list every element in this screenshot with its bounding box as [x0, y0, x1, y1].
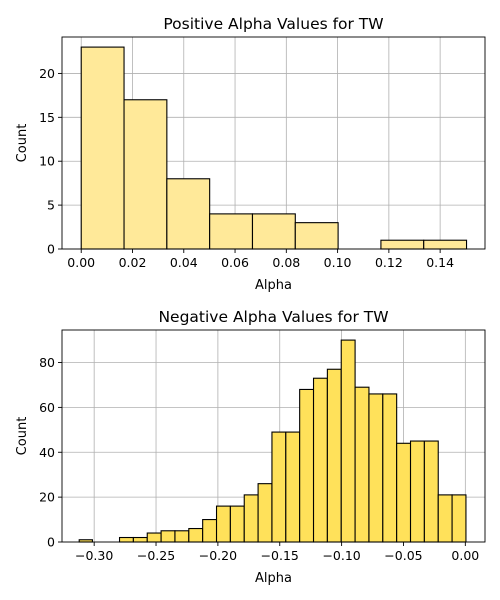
x-tick-label: 0.00: [451, 548, 479, 563]
histogram-bar: [312, 377, 328, 543]
y-tick-label: 5: [47, 198, 55, 213]
histogram-bar: [271, 431, 287, 543]
y-tick-label: 20: [39, 490, 55, 505]
histogram-bar: [166, 178, 211, 250]
y-tick-label: 0: [47, 535, 55, 550]
x-axis-label: Alpha: [255, 278, 292, 293]
histogram-bar: [437, 494, 453, 543]
histogram-bar: [229, 505, 245, 543]
x-tick-label: 0.12: [375, 255, 403, 270]
axes-frame: [61, 329, 486, 543]
y-tick-label: 40: [39, 445, 55, 460]
y-tick-label: 10: [39, 154, 55, 169]
histogram-bar: [80, 46, 125, 250]
histogram-bar: [209, 213, 254, 250]
y-tick-label: 20: [39, 66, 55, 81]
histogram-bar: [382, 393, 398, 543]
x-tick-label: −0.30: [75, 548, 113, 563]
axes-frame: [61, 36, 486, 250]
histogram-bar: [326, 368, 342, 543]
x-axis-ticks: −0.30 −0.25 −0.20 −0.15 −0.10 −0.05 0.00: [75, 542, 479, 563]
x-tick-label: −0.15: [261, 548, 299, 563]
histogram-bar: [396, 442, 412, 543]
histogram-bar: [423, 239, 468, 250]
y-tick-label: 15: [39, 110, 55, 125]
x-tick-label: −0.10: [322, 548, 360, 563]
y-tick-label: 0: [47, 242, 55, 257]
histogram-bar: [285, 431, 301, 543]
y-axis-ticks: 0 5 10 15 20: [39, 66, 62, 257]
histogram-bar: [251, 213, 296, 250]
y-axis-label: Count: [15, 124, 30, 163]
x-tick-label: 0.08: [272, 255, 300, 270]
y-tick-label: 60: [39, 400, 55, 415]
histogram-bar: [160, 530, 176, 543]
x-tick-label: 0.02: [119, 255, 147, 270]
histogram-bar: [380, 239, 425, 250]
histogram-bar: [354, 386, 370, 543]
negative-alpha-histogram: −0.30 −0.25 −0.20 −0.15 −0.10 −0.05 0.00 0 20 40…: [15, 308, 486, 586]
histogram-bar: [188, 527, 204, 543]
histogram-bar: [202, 519, 218, 543]
histogram-bar: [294, 222, 339, 250]
y-axis-ticks: 0 20 40 60 80: [39, 355, 62, 550]
histogram-bar: [215, 505, 231, 543]
x-tick-label: 0.04: [170, 255, 198, 270]
x-axis-ticks: 0.00 0.02 0.04 0.06 0.08 0.10 0.12 0.14: [67, 249, 454, 270]
histogram-bar: [340, 339, 356, 543]
x-tick-label: 0.14: [426, 255, 454, 270]
histogram-bar: [409, 440, 425, 543]
histogram-bar: [123, 99, 168, 250]
histogram-bar: [257, 483, 273, 543]
histogram-bars: [80, 46, 468, 250]
histogram-bar: [451, 494, 467, 543]
x-tick-label: 0.00: [67, 255, 95, 270]
x-axis-label: Alpha: [255, 571, 292, 586]
positive-alpha-histogram: 0.00 0.02 0.04 0.06 0.08 0.10 0.12 0.14 0 5 10 15 2…: [15, 15, 486, 293]
x-tick-label: −0.25: [137, 548, 175, 563]
histogram-bar: [132, 536, 148, 543]
y-tick-label: 80: [39, 355, 55, 370]
x-tick-label: −0.20: [199, 548, 237, 563]
y-axis-label: Count: [15, 417, 30, 456]
histogram-bar: [299, 388, 315, 543]
histogram-bar: [368, 393, 384, 543]
histogram-bar: [174, 530, 190, 543]
histogram-bar: [146, 532, 162, 543]
chart-title: Negative Alpha Values for TW: [158, 308, 388, 326]
histogram-bars: [78, 339, 467, 543]
x-tick-label: 0.06: [221, 255, 249, 270]
chart-title: Positive Alpha Values for TW: [163, 15, 383, 33]
histogram-bar: [423, 440, 439, 543]
x-tick-label: −0.05: [384, 548, 422, 563]
histogram-bar: [118, 536, 134, 543]
x-tick-label: 0.10: [324, 255, 352, 270]
histogram-bar: [243, 494, 259, 543]
